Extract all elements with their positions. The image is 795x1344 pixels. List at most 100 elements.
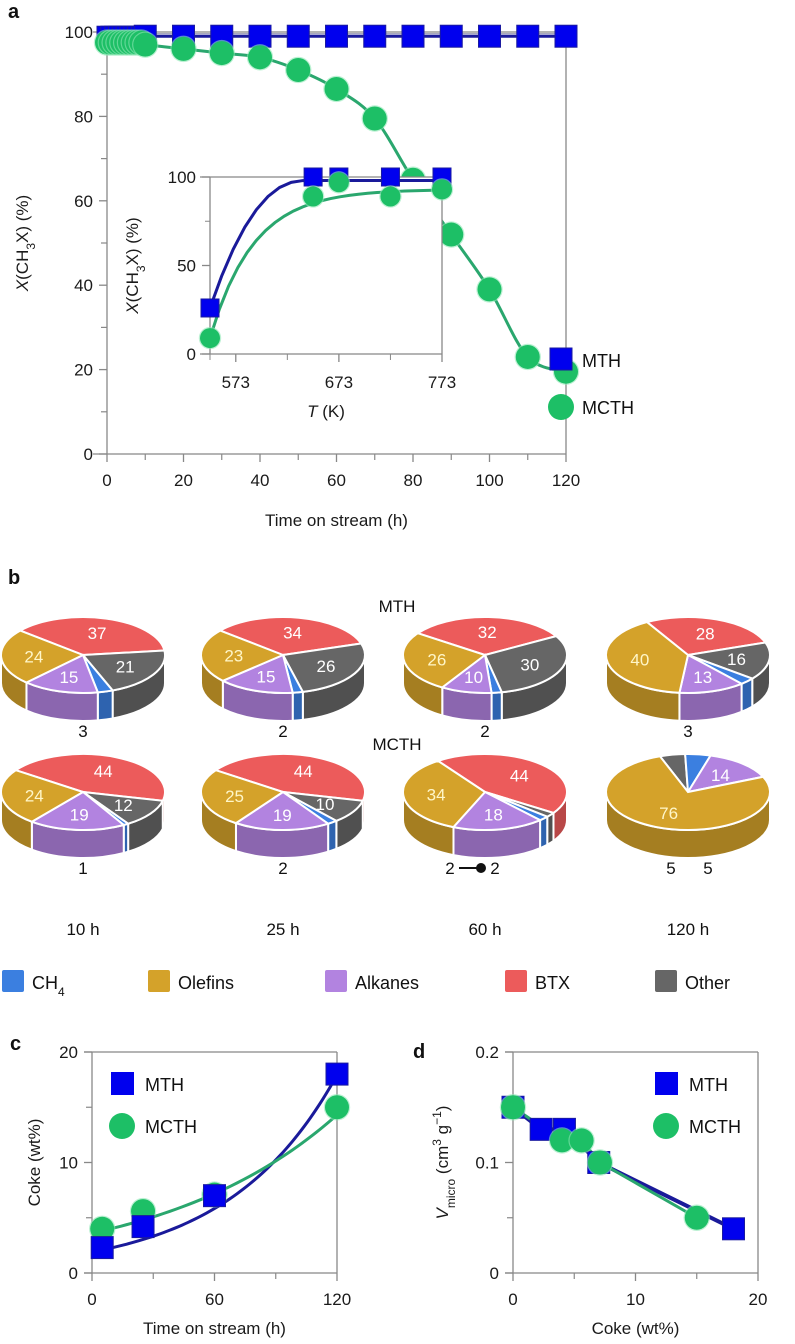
inset-mth-point	[303, 167, 323, 187]
panel-letter-c: c	[10, 1033, 21, 1055]
inset-y-title-sub: 3	[134, 265, 148, 272]
y-axis-title-tail: X) (%)	[13, 195, 32, 243]
pie-value-other: 10	[316, 795, 335, 814]
pie-slice-olefins	[605, 755, 771, 831]
y-axis-title-part: (CH	[13, 250, 32, 280]
time-label: 60 h	[468, 920, 501, 939]
pie-slice-olefins	[200, 629, 286, 682]
pie-side-ch4	[291, 690, 304, 722]
inset-y-tick-label: 100	[168, 168, 196, 187]
pie-slice-other	[80, 649, 166, 692]
inset-mcth-point	[432, 179, 452, 200]
x-tick-label: 20	[749, 1290, 768, 1309]
mth-point	[516, 24, 540, 48]
inset-y-tick-label: 0	[187, 345, 196, 364]
pie-outside-label: 2	[278, 859, 287, 878]
pie-slice-olefins	[605, 620, 690, 694]
y-tick-label: 40	[74, 276, 93, 295]
axes-d: 0 0.1 0.2 0 10 20 Vmicro (cm3 g−1) Coke (wt%)	[430, 1043, 767, 1338]
pie-slice-alkanes	[24, 653, 100, 694]
x-tick-label: 10	[626, 1290, 645, 1309]
mcth-point	[550, 1128, 574, 1153]
pie-value-olefins: 25	[225, 787, 244, 806]
legend-a: MTH MCTH	[548, 347, 634, 420]
pie-value-alkanes: 15	[59, 668, 78, 687]
legend-swatch-other	[655, 970, 677, 992]
pie-side-ch4	[490, 691, 503, 722]
pie-slice-btx	[415, 616, 559, 657]
pie-value-alkanes: 19	[70, 806, 89, 825]
legend-mcth-label: MCTH	[145, 1117, 197, 1137]
legend-label-ch4: CH4	[32, 973, 65, 999]
legend-mth-label: MTH	[145, 1075, 184, 1095]
legend-mth-label: MTH	[689, 1075, 728, 1095]
mcth-point	[587, 1150, 612, 1175]
pie-value-btx: 34	[283, 624, 302, 643]
x-axis-title: Time on stream (h)	[265, 511, 408, 530]
mth-point	[325, 1062, 349, 1086]
connector-dot	[476, 863, 486, 873]
pie-side-ch4	[96, 689, 114, 722]
pie-value-alkanes: 13	[693, 668, 712, 687]
time-label: 10 h	[66, 920, 99, 939]
y-tick-label: 0	[490, 1264, 499, 1283]
y-tick-label: 0.1	[475, 1154, 499, 1173]
pie-value-alkanes: 15	[257, 667, 276, 686]
pie-value-olefins: 23	[224, 647, 243, 666]
pie-grid: MTHMCTH372115243426152332301026281613404…	[0, 597, 771, 939]
inset-mcth-point	[200, 328, 220, 349]
legend-mcth-swatch	[653, 1113, 679, 1139]
pie-outside-label: 1	[78, 859, 87, 878]
y-axis-title-italic: X	[13, 279, 32, 292]
pie-chart: 34 26 15 23	[200, 616, 366, 722]
pie-value-olefins: 24	[25, 786, 44, 805]
mcth-point	[439, 222, 464, 247]
row-title-mcth: MCTH	[372, 735, 421, 754]
pie-slice-olefins	[402, 632, 488, 689]
pie-side-ch4	[327, 819, 338, 854]
pie-slice-btx	[217, 616, 363, 657]
pie-value-btx: 44	[94, 762, 113, 781]
mth-point	[325, 24, 348, 48]
inset-y-title-tail: X) (%)	[123, 217, 142, 265]
pie-value-other: 26	[316, 657, 335, 676]
pie-slice-btx	[17, 616, 166, 657]
mcth-point	[325, 1095, 349, 1120]
mcth-point	[362, 106, 387, 131]
mth-point	[203, 1184, 226, 1208]
pie-slice-olefins	[200, 769, 286, 825]
pie-chart: 32 30 10 26	[402, 616, 568, 722]
mcth-point	[209, 41, 234, 66]
x-tick-label: 0	[508, 1290, 517, 1309]
y-title-part: (cm	[433, 1146, 452, 1179]
pie-value-olefins: 34	[427, 785, 446, 804]
pie-outside-label: 2	[278, 722, 287, 741]
axes-c: 0 10 20 0 60 120 Coke (wt%) Time on stream (h)	[25, 1043, 351, 1338]
pie-slice-alkanes	[678, 653, 744, 694]
pie-slice-other	[281, 642, 366, 693]
legend-b: CH4 Olefins Alkanes BTX Other	[2, 970, 730, 999]
legend-label-olefins: Olefins	[178, 973, 234, 993]
pie-value-btx: 37	[88, 624, 107, 643]
y-title-sub: micro	[444, 1178, 458, 1208]
legend-label-sub: 4	[58, 985, 65, 999]
pie-slice-btx	[435, 753, 568, 815]
inset-x-title-italic: T	[307, 402, 319, 421]
pie-slice-olefins	[0, 769, 86, 823]
pie-outside-label-2: 2	[490, 859, 499, 878]
time-label: 120 h	[667, 920, 710, 939]
x-tick-label: 120	[552, 471, 580, 490]
mth-point	[131, 1215, 155, 1239]
pie-outside-label: 2	[480, 722, 489, 741]
legend-label-text: CH	[32, 973, 58, 993]
legend-mth-swatch	[111, 1072, 134, 1095]
pie-value-other: 21	[116, 658, 135, 677]
pie-chart: 44 18 34	[402, 753, 568, 859]
panel-letter-b: b	[8, 567, 20, 589]
series-marks-c	[89, 1062, 351, 1260]
time-label: 25 h	[266, 920, 299, 939]
legend-label-alkanes: Alkanes	[355, 973, 419, 993]
